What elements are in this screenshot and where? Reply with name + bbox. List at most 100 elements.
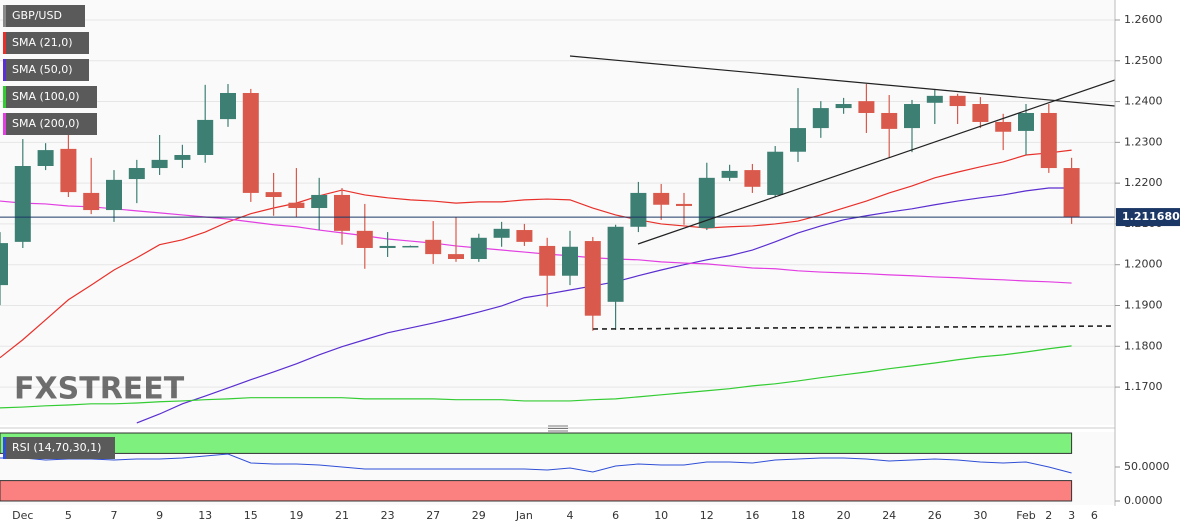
candle-body	[37, 150, 54, 167]
rsi-band	[0, 432, 1073, 454]
y-tick-label: 0.0000	[1124, 494, 1163, 507]
candle-body	[0, 243, 8, 286]
candle-body	[334, 194, 350, 231]
candle-body	[676, 203, 692, 206]
x-tick-label: 23	[381, 509, 395, 522]
candle-body	[858, 101, 875, 113]
candle-body	[721, 170, 738, 178]
x-tick-label: Feb	[1016, 509, 1035, 522]
candle-body	[242, 92, 259, 193]
legend-item	[3, 86, 97, 108]
legend-label: SMA (21,0)	[12, 36, 73, 49]
candle-body	[1063, 168, 1080, 217]
candle-body	[1040, 112, 1057, 169]
legend-label: SMA (200,0)	[12, 117, 80, 130]
x-tick-label: 27	[426, 509, 440, 522]
main-panel: FX STREET	[0, 19, 1115, 424]
indicator-line	[0, 453, 1072, 474]
candle-body	[197, 119, 214, 155]
candle-body	[744, 170, 761, 187]
axes: 1.17001.18001.19001.20001.21001.22001.23…	[12, 13, 1180, 522]
candle-body	[402, 245, 419, 248]
candle-body	[470, 237, 487, 259]
candle-body	[562, 246, 578, 276]
x-tick-label: 20	[837, 509, 851, 522]
candle-body	[539, 245, 556, 276]
x-tick-label: 21	[335, 509, 349, 522]
candle-body	[812, 108, 829, 129]
y-tick-label: 1.1800	[1124, 339, 1163, 352]
candle-body	[995, 121, 1012, 132]
candle-body	[516, 230, 533, 242]
legend-swatch	[3, 437, 6, 459]
candle-body	[288, 202, 305, 209]
legend-swatch	[3, 86, 6, 108]
candle-body	[151, 159, 168, 169]
x-tick-label: 15	[244, 509, 258, 522]
candle-body	[904, 104, 920, 129]
indicator-line	[0, 200, 1072, 284]
y-tick-label: 1.2600	[1124, 13, 1163, 26]
candle-body	[106, 179, 122, 211]
candle-body	[653, 192, 670, 205]
x-tick-label: 26	[928, 509, 942, 522]
x-tick-label: 6	[1091, 509, 1098, 522]
indicator-line	[0, 345, 1072, 409]
y-tick-label: 1.1700	[1124, 380, 1163, 393]
main-plot-area	[0, 0, 1115, 425]
legend-label: SMA (100,0)	[12, 90, 80, 103]
legend-item	[3, 437, 115, 459]
y-tick-label: 50.0000	[1124, 460, 1170, 473]
legend-item	[3, 32, 89, 54]
x-tick-label: 7	[111, 509, 118, 522]
x-tick-label: 6	[612, 509, 619, 522]
candle-body	[835, 104, 852, 109]
x-tick-label: 24	[882, 509, 896, 522]
legend-label: RSI (14,70,30,1)	[12, 441, 101, 454]
candle-body	[174, 154, 191, 160]
y-tick-label: 1.1900	[1124, 298, 1163, 311]
candle-body	[448, 254, 464, 259]
candle-body	[356, 230, 373, 248]
candle-body	[607, 226, 624, 302]
resize-handle[interactable]	[548, 425, 568, 432]
x-tick-label: 19	[289, 509, 303, 522]
watermark: FX	[14, 372, 58, 407]
candle-body	[493, 228, 510, 238]
x-tick-label: 2	[1045, 509, 1052, 522]
candle-body	[379, 245, 396, 248]
candle-body	[14, 166, 31, 242]
candle-body	[128, 168, 145, 180]
legend-item	[3, 59, 89, 81]
y-tick-label: 1.2300	[1124, 135, 1163, 148]
rsi-panel	[0, 432, 1073, 502]
candle-body	[767, 151, 784, 195]
legend-swatch	[3, 113, 6, 135]
x-tick-label: 13	[198, 509, 212, 522]
x-tick-label: 29	[472, 509, 486, 522]
candle-body	[60, 148, 77, 193]
candle-body	[630, 192, 647, 227]
legend-item	[3, 5, 85, 27]
x-tick-label: 5	[65, 509, 72, 522]
candle-body	[425, 239, 442, 255]
candle-body	[1018, 112, 1034, 131]
x-tick-label: 3	[1068, 509, 1075, 522]
drawings	[569, 55, 1115, 330]
candle-body	[949, 95, 966, 107]
x-tick-label: 4	[567, 509, 574, 522]
trend-line	[637, 79, 1115, 245]
x-tick-label: 18	[791, 509, 805, 522]
legend: GBP/USD SMA (21,0) SMA (50,0) SMA (100,0) SM…	[3, 5, 115, 459]
candle-body	[972, 104, 989, 122]
last-price-box	[1116, 208, 1180, 227]
candle-body	[790, 128, 806, 152]
x-tick-label: 10	[654, 509, 668, 522]
y-tick-label: 1.2400	[1124, 95, 1163, 108]
legend-item	[3, 113, 97, 135]
candle-body	[584, 241, 601, 316]
legend-label: GBP/USD	[12, 9, 62, 22]
candle-body	[926, 95, 943, 103]
